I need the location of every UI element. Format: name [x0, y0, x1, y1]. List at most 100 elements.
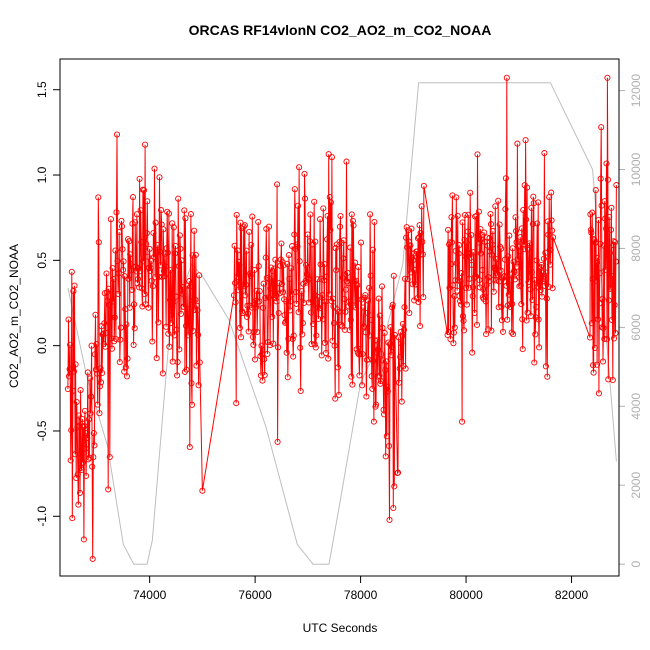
- data-point: [508, 329, 515, 336]
- data-point: [459, 418, 466, 425]
- data-point: [450, 340, 457, 347]
- data-point: [289, 335, 296, 343]
- data-point: [115, 290, 122, 297]
- data-point: [76, 489, 84, 496]
- data-point: [417, 229, 424, 237]
- data-point: [95, 194, 102, 201]
- data-point: [459, 219, 466, 226]
- data-point: [250, 328, 257, 335]
- data-point: [337, 212, 344, 220]
- data-point: [407, 242, 414, 249]
- data-point: [397, 353, 404, 361]
- data-point: [611, 239, 619, 246]
- data-point: [297, 387, 304, 395]
- data-point: [182, 215, 189, 222]
- data-point: [284, 260, 291, 267]
- data-point: [338, 321, 345, 328]
- data-point: [156, 174, 163, 181]
- x-tick-label: 80000: [449, 588, 483, 602]
- data-point: [526, 242, 534, 249]
- data-point: [303, 261, 310, 269]
- data-point: [612, 330, 619, 337]
- data-point: [299, 320, 306, 327]
- data-point: [286, 307, 294, 314]
- data-point: [70, 288, 77, 295]
- data-point: [388, 343, 395, 350]
- data-point: [405, 227, 412, 234]
- data-point: [599, 295, 606, 302]
- data-point: [89, 463, 96, 470]
- data-point: [314, 276, 321, 283]
- data-point: [354, 282, 361, 289]
- data-point: [183, 366, 190, 373]
- data-point: [151, 165, 158, 172]
- data-point: [395, 334, 402, 341]
- y-tick-label: 1.5: [35, 81, 49, 98]
- data-point: [255, 263, 262, 270]
- data-point: [275, 344, 282, 351]
- data-point: [142, 141, 149, 148]
- data-point: [119, 246, 126, 253]
- data-point: [371, 218, 378, 226]
- data-point: [284, 374, 291, 381]
- data-point: [231, 242, 238, 249]
- data-point: [265, 223, 273, 230]
- data-point: [325, 355, 332, 362]
- data-point: [498, 303, 505, 310]
- data-point: [247, 270, 254, 277]
- chart-title: ORCAS RF14vlonN CO2_AO2_m_CO2_NOAA: [189, 22, 492, 38]
- data-point: [384, 383, 391, 390]
- data-point: [468, 261, 475, 268]
- x-tick-label: 76000: [238, 588, 272, 602]
- data-point: [347, 316, 354, 323]
- data-point: [285, 252, 292, 259]
- data-point: [230, 292, 238, 299]
- data-point: [359, 382, 366, 389]
- data-point: [405, 238, 412, 245]
- data-point: [280, 262, 287, 269]
- data-point: [77, 387, 84, 394]
- data-point: [381, 329, 388, 337]
- data-point: [65, 373, 73, 380]
- data-point: [236, 324, 243, 331]
- data-point: [382, 367, 389, 374]
- data-point: [274, 181, 281, 188]
- data-point: [150, 229, 157, 237]
- data-point: [601, 335, 608, 343]
- data-point: [447, 336, 454, 343]
- data-point: [469, 293, 476, 300]
- data-point: [317, 261, 324, 268]
- data-point: [525, 278, 532, 286]
- data-point: [519, 346, 526, 353]
- data-point: [455, 250, 462, 257]
- data-point: [110, 276, 117, 283]
- data-point: [265, 294, 272, 301]
- data-point: [399, 332, 406, 339]
- data-point: [123, 373, 130, 380]
- data-point: [607, 226, 615, 233]
- data-point: [86, 375, 94, 382]
- data-point: [517, 234, 524, 241]
- data-point: [321, 260, 328, 268]
- data-point: [460, 327, 468, 334]
- data-point: [592, 187, 599, 194]
- data-point: [232, 299, 239, 306]
- data-point: [170, 224, 177, 231]
- data-point: [518, 225, 525, 232]
- data-point: [171, 250, 178, 257]
- data-point: [531, 276, 538, 283]
- data-point: [145, 304, 152, 311]
- data-point: [416, 222, 423, 229]
- y2-tick-label: 12000: [629, 74, 643, 108]
- data-point: [165, 210, 172, 217]
- data-point: [87, 410, 94, 417]
- data-point: [172, 242, 179, 250]
- data-point: [535, 316, 542, 323]
- data-point: [112, 247, 119, 254]
- x-tick-label: 78000: [344, 588, 378, 602]
- data-point: [476, 276, 483, 284]
- data-point: [350, 222, 357, 229]
- data-point: [345, 280, 352, 287]
- data-point: [548, 189, 555, 196]
